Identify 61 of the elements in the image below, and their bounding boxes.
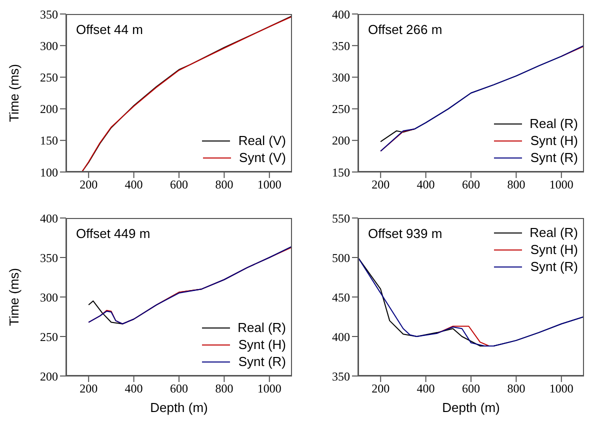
y-tick-label: 350 — [332, 38, 350, 53]
x-tick-label: 200 — [80, 382, 98, 396]
x-axis-title: Depth (m) — [442, 400, 500, 415]
legend-label: Synt (V) — [239, 149, 286, 166]
annotation: Offset 44 m — [76, 22, 143, 37]
annotation: Offset 939 m — [368, 226, 442, 241]
y-tick-label: 200 — [40, 102, 58, 116]
legend-label: Real (R) — [530, 115, 578, 132]
x-tick-label: 1000 — [549, 382, 574, 396]
y-tick-label: 350 — [40, 250, 58, 265]
y-tick-label: 200 — [40, 369, 58, 384]
legend-label: Real (R) — [238, 319, 286, 336]
y-tick-label: 450 — [332, 290, 350, 304]
y-axis-title: Time (ms) — [6, 268, 22, 326]
y-tick-label: 300 — [40, 290, 58, 304]
x-tick-label: 600 — [170, 178, 188, 192]
legend-label: Real (V) — [238, 132, 286, 149]
y-tick-label: 250 — [40, 70, 58, 84]
legend-label: Synt (H) — [238, 336, 286, 353]
legend-label: Synt (H) — [530, 241, 578, 258]
y-tick-label: 150 — [40, 134, 58, 148]
legend-label: Synt (R) — [238, 353, 286, 370]
legend-label: Synt (H) — [530, 132, 578, 149]
x-tick-label: 400 — [124, 178, 143, 192]
x-tick-label: 400 — [416, 178, 435, 192]
y-tick-label: 100 — [40, 165, 58, 180]
y-tick-label: 250 — [332, 102, 350, 116]
y-tick-label: 150 — [332, 165, 350, 180]
annotation: Offset 266 m — [368, 22, 442, 37]
y-tick-label: 200 — [332, 134, 350, 148]
x-tick-label: 1000 — [257, 178, 282, 192]
y-tick-label: 350 — [332, 369, 350, 384]
y-tick-label: 300 — [40, 38, 58, 53]
y-tick-label: 300 — [332, 70, 350, 84]
y-tick-label: 500 — [332, 250, 350, 265]
annotation: Offset 449 m — [76, 226, 150, 241]
y-tick-label: 550 — [332, 211, 350, 226]
x-tick-label: 600 — [462, 382, 480, 396]
y-tick-label: 400 — [332, 330, 350, 344]
y-tick-label: 400 — [40, 211, 58, 226]
y-tick-label: 350 — [40, 7, 58, 22]
x-tick-label: 1000 — [549, 178, 574, 192]
x-tick-label: 400 — [124, 382, 143, 396]
x-axis-title: Depth (m) — [150, 400, 208, 415]
y-tick-label: 250 — [40, 330, 58, 344]
x-tick-label: 600 — [170, 382, 188, 396]
y-axis-title: Time (ms) — [6, 64, 22, 122]
x-tick-label: 800 — [507, 382, 526, 396]
x-tick-label: 800 — [215, 178, 234, 192]
y-tick-label: 400 — [332, 7, 350, 22]
x-tick-label: 800 — [215, 382, 234, 396]
x-tick-label: 200 — [80, 178, 98, 192]
legend-label: Synt (R) — [530, 149, 578, 166]
legend-label: Real (R) — [530, 224, 578, 241]
x-tick-label: 600 — [462, 178, 480, 192]
x-tick-label: 200 — [372, 178, 390, 192]
legend-label: Synt (R) — [530, 258, 578, 275]
x-tick-label: 800 — [507, 178, 526, 192]
x-tick-label: 400 — [416, 382, 435, 396]
x-tick-label: 1000 — [257, 382, 282, 396]
x-tick-label: 200 — [372, 382, 390, 396]
